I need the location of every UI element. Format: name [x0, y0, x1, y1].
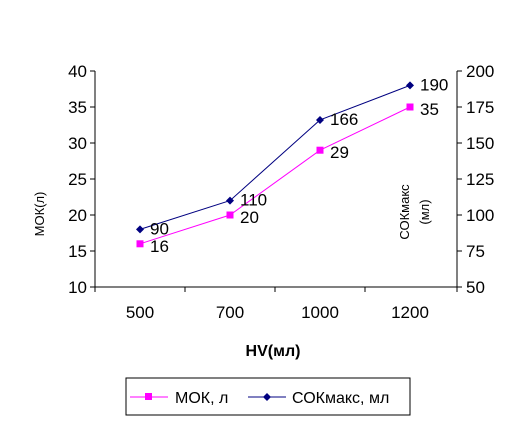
legend-marker-sok — [263, 393, 271, 401]
legend: МОК, л СОКмакс, мл — [125, 377, 411, 416]
x-tick-label: 1000 — [301, 303, 339, 322]
data-label: 35 — [420, 100, 439, 119]
y-left-tick-label: 35 — [68, 98, 87, 117]
y-left-tick-label: 40 — [68, 62, 87, 81]
legend-label-sok: СОКмакс, мл — [292, 390, 389, 407]
y-axis-right-label-line2: (мл) — [417, 199, 432, 224]
series-line-0 — [139, 106, 411, 245]
y-right-tick-label: 50 — [466, 278, 485, 297]
y-left-tick-label: 30 — [68, 134, 87, 153]
data-label: 16 — [150, 237, 169, 256]
sok-point — [316, 115, 324, 124]
mok-point — [136, 240, 144, 248]
series-markers — [136, 81, 414, 248]
x-axis-label: HV(мл) — [246, 343, 301, 360]
data-label: 190 — [420, 75, 448, 94]
sok-point — [406, 81, 414, 90]
data-label: 166 — [330, 110, 358, 129]
x-tick-label: 1200 — [391, 303, 429, 322]
y-left-tick-label: 15 — [68, 242, 87, 261]
y-right-tick-label: 150 — [466, 134, 494, 153]
mok-point — [226, 211, 234, 219]
axes — [90, 70, 462, 292]
mok-point — [406, 103, 414, 111]
sok-point — [136, 225, 144, 234]
data-label: 29 — [330, 143, 349, 162]
x-tick-label: 500 — [126, 303, 154, 322]
series-lines — [139, 84, 411, 245]
sok-point — [226, 196, 234, 205]
x-tick-label: 700 — [216, 303, 244, 322]
legend-label-mok: МОК, л — [175, 390, 228, 407]
data-label: 20 — [240, 208, 259, 227]
data-label: 110 — [240, 191, 267, 210]
tick-labels: 10 15 20 25 30 35 40 50 75 100 125 150 175 200 500 700 1… — [68, 62, 494, 322]
y-right-tick-label: 100 — [466, 206, 494, 225]
y-left-tick-label: 20 — [68, 206, 87, 225]
mok-point — [316, 146, 324, 154]
data-label: 90 — [150, 219, 169, 238]
y-right-tick-label: 175 — [466, 98, 494, 117]
data-labels: 16 20 29 35 90 110 166 190 — [150, 75, 448, 255]
y-right-tick-label: 125 — [466, 170, 494, 189]
y-right-tick-label: 75 — [466, 242, 485, 261]
legend-marker-mok — [145, 393, 152, 400]
y-left-tick-label: 25 — [68, 170, 87, 189]
y-axis-left-label: МОК(л) — [32, 192, 47, 237]
y-left-tick-label: 10 — [68, 278, 87, 297]
series-line-1 — [139, 84, 411, 230]
y-axis-right-label-line1: СОКмакс — [397, 184, 412, 240]
y-right-tick-label: 200 — [466, 62, 494, 81]
